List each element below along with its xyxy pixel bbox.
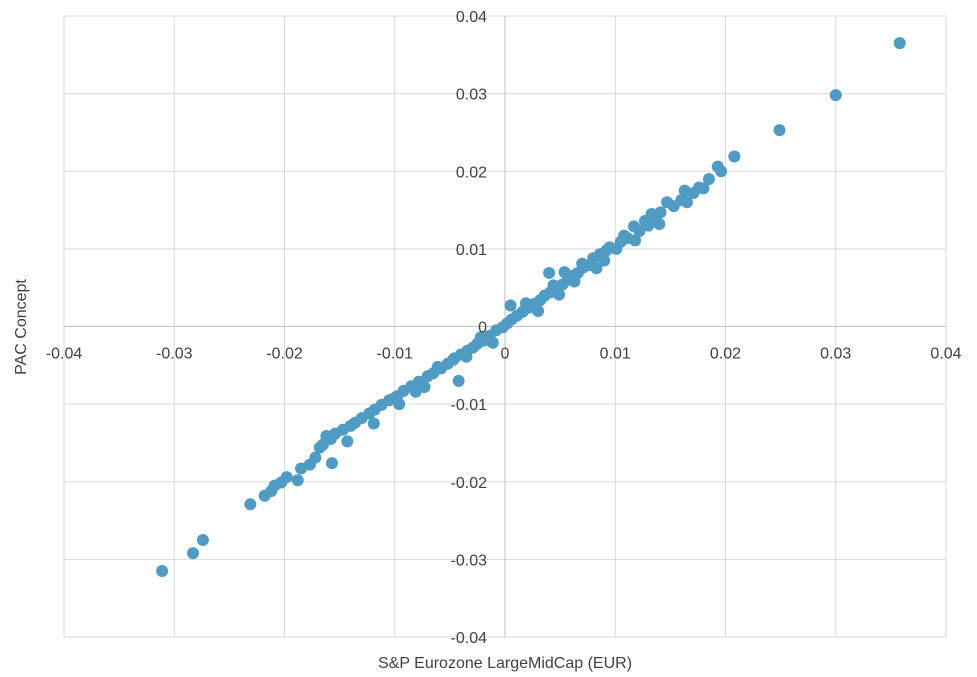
scatter-point <box>341 435 354 448</box>
scatter-point <box>452 374 465 387</box>
scatter-point <box>547 279 560 292</box>
scatter-point <box>409 385 422 398</box>
scatter-point <box>268 479 281 492</box>
scatter-point <box>576 257 589 270</box>
scatter-point <box>680 196 693 209</box>
x-tick-label: -0.02 <box>266 346 303 363</box>
scatter-point <box>460 350 473 363</box>
y-tick-label: -0.03 <box>451 552 488 569</box>
scatter-point <box>639 214 652 227</box>
scatter-point <box>532 304 545 317</box>
scatter-point <box>653 218 666 231</box>
x-axis-title: S&P Eurozone LargeMidCap (EUR) <box>378 655 632 672</box>
x-tick-label: 0.03 <box>820 346 851 363</box>
scatter-point <box>603 241 616 254</box>
y-tick-label: -0.02 <box>451 475 488 492</box>
scatter-point <box>598 254 611 267</box>
x-tick-label: -0.03 <box>156 346 193 363</box>
scatter-point <box>156 565 169 578</box>
x-tick-label: 0.01 <box>600 346 631 363</box>
scatter-point <box>317 438 330 451</box>
scatter-point <box>590 262 603 275</box>
y-tick-label: 0 <box>478 320 487 337</box>
x-tick-label: 0.02 <box>710 346 741 363</box>
scatter-point <box>431 360 444 373</box>
scatter-point <box>186 547 199 560</box>
y-tick-label: -0.04 <box>451 630 488 647</box>
scatter-point <box>387 392 400 405</box>
scatter-point <box>519 297 532 310</box>
scatter-point <box>325 457 338 470</box>
x-tick-label: 0 <box>501 346 510 363</box>
x-tick-label: -0.04 <box>46 346 83 363</box>
scatter-point <box>558 266 571 279</box>
tick-labels: -0.04 -0.03 -0.02 -0.01 0 0.01 0.02 0.03 0.04 -0.… <box>46 9 962 647</box>
scatter-point <box>568 275 581 288</box>
scatter-point <box>702 173 715 186</box>
x-tick-label: 0.04 <box>930 346 961 363</box>
y-tick-label: 0.03 <box>456 87 487 104</box>
scatter-point <box>687 186 700 199</box>
scatter-point <box>244 498 257 511</box>
data-points <box>156 37 906 578</box>
scatter-point <box>421 370 434 383</box>
scatter-point <box>504 299 517 312</box>
scatter-point <box>553 288 566 301</box>
scatter-point <box>829 89 842 102</box>
scatter-point <box>728 150 741 163</box>
scatter-point <box>295 462 308 475</box>
scatter-point <box>773 124 786 137</box>
scatter-point <box>543 266 556 279</box>
scatter-point <box>715 165 728 178</box>
y-tick-label: 0.04 <box>456 9 487 26</box>
scatter-point <box>196 533 209 546</box>
scatter-point <box>367 417 380 430</box>
scatter-point <box>627 220 640 233</box>
scatter-point <box>697 182 710 195</box>
scatter-point <box>667 200 680 213</box>
scatter-point <box>258 489 271 502</box>
y-axis-title: PAC Concept <box>13 279 30 375</box>
scatter-point <box>486 336 499 349</box>
scatter-point <box>893 37 906 50</box>
y-tick-label: 0.01 <box>456 242 487 259</box>
scatter-point <box>629 234 642 247</box>
scatter-point <box>447 353 460 366</box>
scatter-point <box>418 381 431 394</box>
scatter-point <box>618 229 631 242</box>
y-tick-label: 0.02 <box>456 164 487 181</box>
y-tick-label: -0.01 <box>451 397 488 414</box>
scatter-point <box>474 331 487 344</box>
scatter-point <box>291 474 304 487</box>
x-tick-label: -0.01 <box>377 346 414 363</box>
